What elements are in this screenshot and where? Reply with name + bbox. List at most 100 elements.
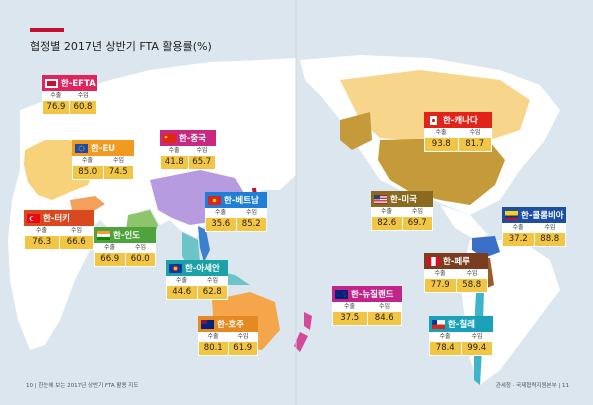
import-label: 수입	[378, 303, 391, 310]
import-rate: 61.9	[228, 342, 257, 355]
usa-flag-icon	[374, 194, 387, 204]
fta-card-header: 한-EFTA	[42, 75, 97, 91]
export-label: 수출	[380, 208, 393, 215]
eu-flag-icon	[75, 143, 88, 153]
fta-name: 한-터키	[43, 214, 70, 224]
fta-col-headers: 수출 수입	[424, 269, 488, 279]
efta-logo-icon	[45, 78, 58, 88]
fta-card-header: 한-콜롬비아	[502, 207, 566, 223]
usa-region	[378, 138, 505, 205]
export-label: 수출	[207, 333, 219, 340]
fta-col-headers: 수출 수입	[205, 208, 267, 218]
fta-values: 78.4 99.4	[429, 342, 493, 356]
export-rate: 77.9	[425, 279, 456, 292]
fta-card-header: 한-베트남	[205, 192, 267, 208]
alaska-region	[340, 112, 372, 150]
export-label: 수출	[439, 333, 451, 340]
export-label: 수출	[512, 224, 524, 231]
export-rate: 93.8	[425, 138, 458, 151]
eurasia-landmass	[8, 58, 296, 345]
export-label: 수출	[214, 209, 227, 216]
export-rate: 41.8	[161, 156, 188, 169]
import-rate: 60.8	[70, 101, 96, 114]
fta-name: 한-중국	[179, 134, 206, 144]
fta-card: 한-EU 수출 수입 85.0 74.5	[72, 140, 134, 180]
import-rate: 69.7	[402, 217, 432, 230]
export-rate: 37.2	[503, 233, 534, 246]
fta-col-headers: 수출 수입	[429, 332, 493, 342]
fta-card-header: 한-캐나다	[424, 112, 492, 128]
fta-name: 한-EFTA	[61, 79, 96, 89]
fta-card: 한-호주 수출 수입 80.1 61.9	[198, 316, 258, 356]
fta-name: 한-캐나다	[443, 116, 478, 126]
export-rate: 37.5	[333, 312, 367, 325]
export-rate: 82.6	[372, 217, 402, 230]
fta-col-headers: 수출 수입	[24, 226, 94, 236]
fta-card-header: 한-칠레	[429, 316, 493, 332]
fta-col-headers: 수출 수입	[42, 91, 97, 101]
fta-col-headers: 수출 수입	[332, 302, 402, 312]
fta-col-headers: 수출 수입	[371, 207, 433, 217]
peru-flag-icon	[427, 256, 440, 266]
colombia-flag-icon	[505, 210, 518, 220]
fta-col-headers: 수출 수입	[166, 276, 228, 286]
fta-name: 한-인도	[113, 231, 140, 241]
import-label: 수입	[469, 129, 481, 136]
export-rate: 76.3	[25, 236, 59, 249]
fta-col-headers: 수출 수입	[502, 223, 566, 233]
import-rate: 74.5	[103, 166, 133, 179]
fta-name: 한-콜롬비아	[521, 211, 564, 221]
import-label: 수입	[112, 157, 125, 164]
export-label: 수출	[35, 227, 48, 234]
title-accent-bar	[30, 28, 64, 32]
fta-name: 한-뉴질랜드	[351, 290, 394, 300]
fta-values: 35.6 85.2	[205, 218, 267, 232]
export-label: 수출	[435, 129, 447, 136]
fta-card-header: 한-미국	[371, 191, 433, 207]
fta-values: 85.0 74.5	[72, 166, 134, 180]
import-rate: 65.7	[188, 156, 215, 169]
fta-values: 37.2 88.8	[502, 233, 566, 247]
fta-values: 76.9 60.8	[42, 101, 97, 115]
fta-col-headers: 수출 수입	[160, 146, 216, 156]
export-rate: 44.6	[167, 286, 197, 299]
import-rate: 99.4	[461, 342, 492, 355]
fta-name: 한-아세안	[185, 264, 220, 274]
fta-values: 93.8 81.7	[424, 138, 492, 152]
newzealand-region	[294, 312, 312, 352]
fta-card-header: 한-중국	[160, 130, 216, 146]
fta-card: 한-아세안 수출 수입 44.6 62.8	[166, 260, 228, 300]
fta-values: 82.6 69.7	[371, 217, 433, 231]
export-label: 수출	[175, 277, 188, 284]
fta-card: 한-EFTA 수출 수입 76.9 60.8	[42, 75, 97, 115]
export-rate: 35.6	[206, 218, 236, 231]
newzealand-flag-icon	[335, 289, 348, 299]
export-rate: 76.9	[43, 101, 69, 114]
import-label: 수입	[77, 92, 89, 99]
fta-name: 한-호주	[217, 320, 244, 330]
fta-col-headers: 수출 수입	[424, 128, 492, 138]
fta-values: 41.8 65.7	[160, 156, 216, 170]
fta-card-header: 한-인도	[94, 227, 156, 243]
fta-values: 80.1 61.9	[198, 342, 258, 356]
import-label: 수입	[70, 227, 83, 234]
india-flag-icon	[97, 230, 110, 240]
fta-values: 76.3 66.6	[24, 236, 94, 250]
import-label: 수입	[206, 277, 219, 284]
fta-name: 한-페루	[443, 257, 470, 267]
australia-flag-icon	[201, 319, 214, 329]
fta-card: 한-미국 수출 수입 82.6 69.7	[371, 191, 433, 231]
footer-left: 10 | 한눈에 보는 2017년 상반기 FTA 활용 지도	[26, 383, 139, 389]
fta-col-headers: 수출 수입	[94, 243, 156, 253]
fta-card-header: 한-호주	[198, 316, 258, 332]
import-rate: 66.6	[59, 236, 93, 249]
fta-card: 한-칠레 수출 수입 78.4 99.4	[429, 316, 493, 356]
footer-right: 관세청 · 국제협력지원본부 | 11	[495, 383, 569, 389]
fta-values: 77.9 58.8	[424, 279, 488, 293]
fta-name: 한-베트남	[224, 196, 259, 206]
